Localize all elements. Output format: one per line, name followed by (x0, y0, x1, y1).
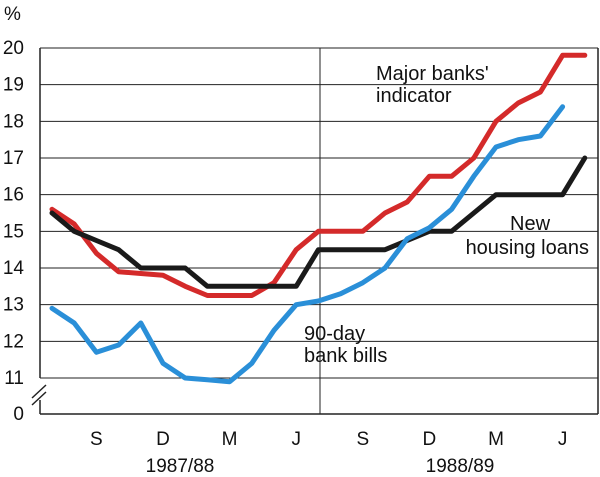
y-tick-label: 16 (3, 185, 24, 206)
series-annotation: indicator (376, 85, 452, 107)
series-line (49, 52, 588, 298)
y-unit-label: % (4, 4, 21, 25)
y-tick-label: 11 (4, 368, 24, 389)
x-tick-label: M (488, 429, 504, 450)
x-tick-label: J (558, 429, 568, 450)
y-zero-label: 0 (13, 404, 24, 425)
x-tick-label: J (291, 429, 301, 450)
x-year-label: 1987/88 (146, 456, 215, 477)
series-line (49, 104, 566, 385)
series-annotation: New (510, 213, 551, 235)
series-annotation: Major banks' (376, 63, 489, 85)
axis-break-icon (31, 384, 47, 414)
y-tick-label: 20 (3, 38, 24, 59)
x-year-label: 1988/89 (426, 456, 495, 477)
series-annotation: 90-day (304, 323, 365, 345)
y-tick-labels: 20 19 18 17 16 15 14 13 12 11 (3, 38, 25, 389)
x-tick-label: M (222, 429, 238, 450)
axes: % 0 (4, 4, 599, 425)
series-line (49, 155, 588, 289)
series-annotation: bank bills (304, 345, 387, 367)
y-tick-label: 17 (3, 148, 24, 169)
y-tick-label: 18 (3, 111, 24, 132)
series-annotation: housing loans (466, 237, 589, 259)
series-lines (49, 52, 588, 385)
y-tick-label: 12 (3, 331, 24, 352)
x-tick-label: D (423, 429, 437, 450)
x-tick-labels: S D M J S D M J 1987/88 1988/89 (90, 429, 567, 477)
y-tick-label: 13 (3, 295, 24, 316)
y-tick-label: 14 (3, 258, 25, 279)
x-tick-label: S (356, 429, 369, 450)
x-tick-label: S (90, 429, 103, 450)
y-tick-label: 15 (3, 221, 24, 242)
y-tick-label: 19 (3, 75, 24, 96)
x-tick-label: D (156, 429, 170, 450)
